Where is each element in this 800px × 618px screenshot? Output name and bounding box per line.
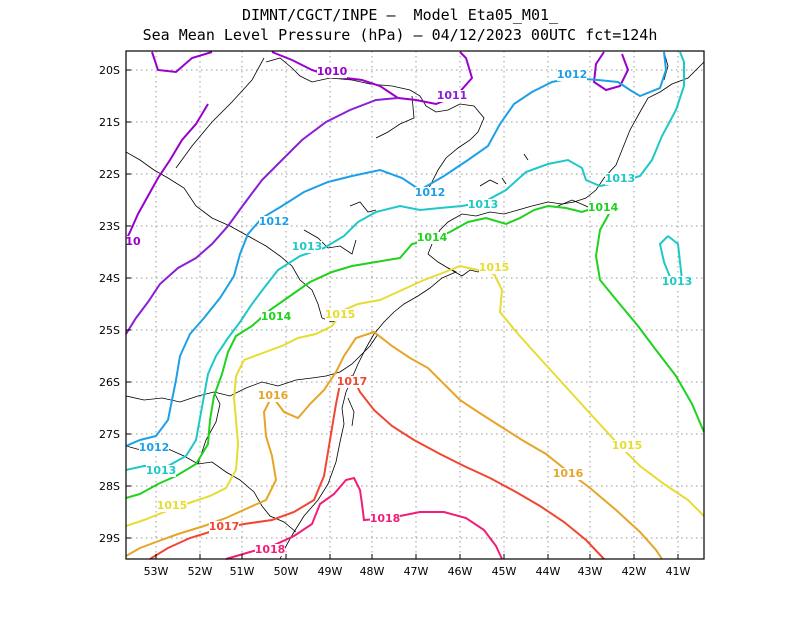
contour-label-bg xyxy=(261,311,291,323)
contour-label-bg xyxy=(479,262,509,274)
contour-label-1017: 1017 xyxy=(209,520,240,533)
contour-label-1014: 1014 xyxy=(261,310,292,323)
contour-label-1013: 1013 xyxy=(468,198,499,211)
lon-tick-label: 45W xyxy=(492,565,517,578)
lon-tick-label: 51W xyxy=(230,565,255,578)
grid-lines xyxy=(126,51,704,559)
contour-1011 xyxy=(125,97,399,335)
contour-1018 xyxy=(225,476,503,560)
axis-ticks: 20S 21S 22S 23S 24S 25S 26S 27S 28S 29S 53W 52W 51W 5… xyxy=(99,64,691,578)
contour-label-bg xyxy=(258,390,288,402)
lon-tick-label: 47W xyxy=(404,565,429,578)
lon-tick-label: 49W xyxy=(318,565,343,578)
lon-tick-label: 50W xyxy=(274,565,299,578)
contour-label-bg xyxy=(370,513,400,525)
contour-label-1015: 1015 xyxy=(612,439,643,452)
contour-labels: 1010101011101210121012101210131013101310… xyxy=(125,65,692,556)
contour-label-1010: 1010 xyxy=(317,65,348,78)
lon-tick-label: 48W xyxy=(360,565,385,578)
lat-tick-label: 25S xyxy=(99,324,120,337)
contour-label-1012: 1012 xyxy=(139,441,170,454)
lat-tick-label: 28S xyxy=(99,480,120,493)
contour-label-1015: 1015 xyxy=(479,261,510,274)
contour-label-bg xyxy=(125,236,141,248)
contour-label-bg xyxy=(259,216,289,228)
contour-label-bg xyxy=(157,500,187,512)
contour-label-bg xyxy=(605,173,635,185)
title-line-2: Sea Mean Level Pressure (hPa) – 04/12/20… xyxy=(142,26,658,44)
lon-tick-label: 44W xyxy=(536,565,561,578)
lat-tick-label: 22S xyxy=(99,168,120,181)
contour-label-1013: 1013 xyxy=(146,464,177,477)
contour-label-1013: 1013 xyxy=(605,172,636,185)
contour-1016 xyxy=(125,330,663,560)
contour-label-1013: 1013 xyxy=(292,240,323,253)
lat-tick-label: 24S xyxy=(99,272,120,285)
contour-label-1012: 1012 xyxy=(415,186,446,199)
lat-tick-label: 23S xyxy=(99,220,120,233)
lat-tick-label: 27S xyxy=(99,428,120,441)
lat-tick-label: 20S xyxy=(99,64,120,77)
contour-label-1018: 1018 xyxy=(255,543,286,556)
contour-label-bg xyxy=(325,309,355,321)
contour-label-1014: 1014 xyxy=(417,231,448,244)
contour-label-1018: 1018 xyxy=(370,512,401,525)
contour-label-bg xyxy=(146,465,176,477)
contour-label-bg xyxy=(292,241,322,253)
lon-tick-label: 46W xyxy=(448,565,473,578)
contour-label-bg xyxy=(415,187,445,199)
contour-label-bg xyxy=(557,69,587,81)
contour-label-1012: 1012 xyxy=(259,215,290,228)
lon-tick-label: 42W xyxy=(622,565,647,578)
contour-label-1011: 1011 xyxy=(437,89,468,102)
contour-label-1010: 10 xyxy=(125,235,141,248)
contour-label-1012: 1012 xyxy=(557,68,588,81)
lat-tick-label: 21S xyxy=(99,116,120,129)
contour-label-1016: 1016 xyxy=(258,389,289,402)
contour-label-bg xyxy=(139,442,169,454)
lat-tick-label: 29S xyxy=(99,532,120,545)
contour-label-1015: 1015 xyxy=(325,308,356,321)
contour-label-bg xyxy=(417,232,447,244)
lon-tick-label: 41W xyxy=(666,565,691,578)
contour-label-bg xyxy=(437,90,467,102)
plot-frame xyxy=(125,50,705,560)
lon-tick-label: 52W xyxy=(188,565,213,578)
contour-label-1015: 1015 xyxy=(157,499,188,512)
contour-label-bg xyxy=(588,202,618,214)
contour-label-bg xyxy=(337,376,367,388)
contour-label-bg xyxy=(468,199,498,211)
lon-tick-label: 53W xyxy=(144,565,169,578)
lat-tick-label: 26S xyxy=(99,376,120,389)
contour-1012 xyxy=(125,51,668,447)
contour-label-1017: 1017 xyxy=(337,375,368,388)
contour-label-bg xyxy=(317,66,347,78)
contour-label-bg xyxy=(662,276,692,288)
contour-label-bg xyxy=(255,544,285,556)
contour-label-1016: 1016 xyxy=(553,467,584,480)
contour-label-bg xyxy=(209,521,239,533)
contour-label-bg xyxy=(612,440,642,452)
title-line-1: DIMNT/CGCT/INPE – Model Eta05_M01_ xyxy=(241,6,559,24)
lon-tick-label: 43W xyxy=(578,565,603,578)
contour-label-1014: 1014 xyxy=(588,201,619,214)
contour-label-bg xyxy=(553,468,583,480)
contour-label-1013: 1013 xyxy=(662,275,693,288)
contour-1015 xyxy=(125,264,705,527)
